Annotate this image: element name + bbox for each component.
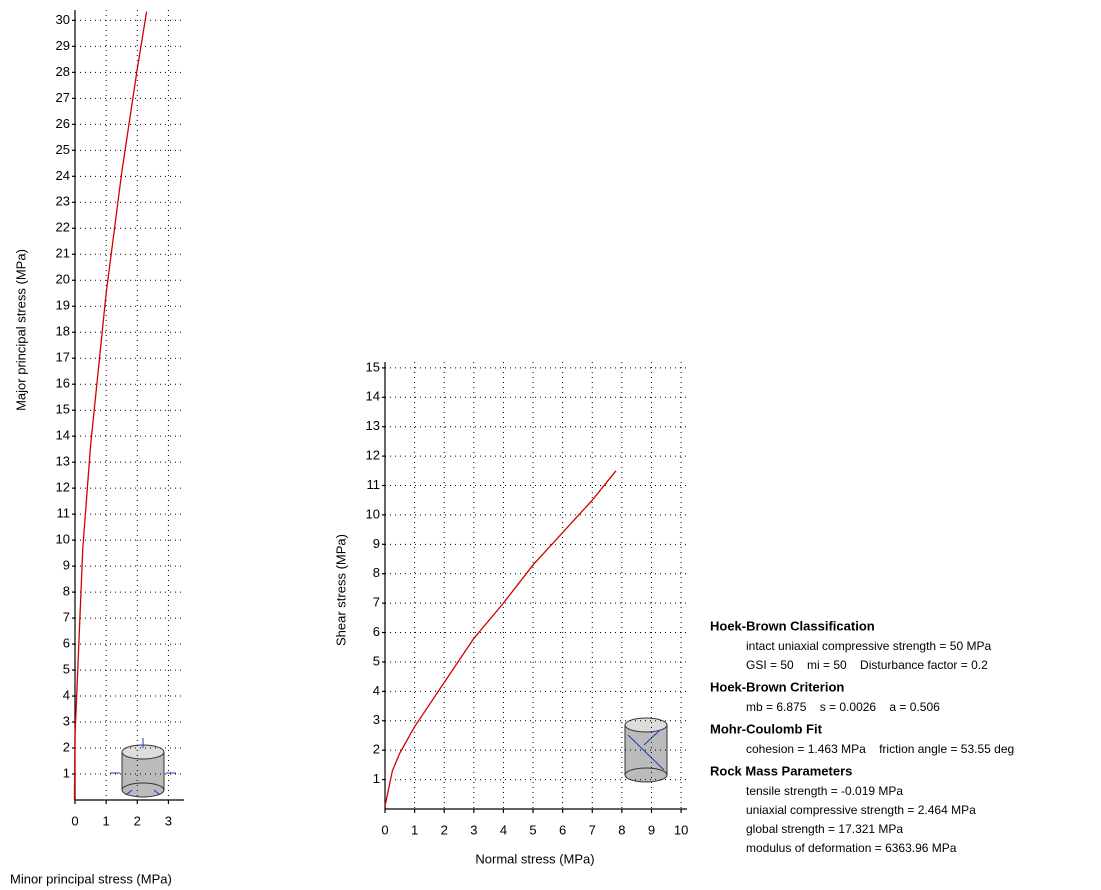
y-tick-label: 27 (56, 90, 70, 105)
y-tick-label: 4 (63, 687, 70, 702)
y-tick-label: 6 (63, 636, 70, 651)
page: 1234567891011121314151617181920212223242… (0, 0, 1101, 890)
y-tick-label: 8 (63, 584, 70, 599)
y-tick-label: 10 (366, 506, 380, 521)
section-line: tensile strength = -0.019 MPa (746, 784, 903, 798)
y-tick-label: 22 (56, 220, 70, 235)
y-tick-label: 15 (56, 402, 70, 417)
y-tick-label: 9 (373, 536, 380, 551)
y-tick-label: 5 (63, 662, 70, 677)
y-tick-label: 21 (56, 246, 70, 261)
x-tick-label: 6 (559, 822, 566, 837)
y-tick-label: 26 (56, 116, 70, 131)
y-tick-label: 18 (56, 324, 70, 339)
y-tick-label: 4 (373, 683, 380, 698)
y-tick-label: 19 (56, 298, 70, 313)
y-tick-label: 20 (56, 272, 70, 287)
y-tick-label: 13 (56, 454, 70, 469)
y-tick-label: 17 (56, 350, 70, 365)
y-tick-label: 13 (366, 418, 380, 433)
section-heading: Hoek-Brown Classification (710, 618, 875, 633)
section-line: GSI = 50 mi = 50 Disturbance factor = 0.… (746, 658, 988, 672)
y-tick-label: 14 (56, 428, 70, 443)
y-axis-label: Major principal stress (MPa) (13, 249, 28, 411)
x-tick-label: 2 (441, 822, 448, 837)
y-tick-label: 11 (57, 506, 71, 521)
y-tick-label: 11 (367, 477, 381, 492)
x-tick-label: 2 (134, 813, 141, 828)
x-axis-label: Minor principal stress (MPa) (10, 871, 172, 886)
curve (385, 471, 616, 806)
y-tick-label: 3 (63, 713, 70, 728)
section-line: cohesion = 1.463 MPa friction angle = 53… (746, 742, 1014, 756)
x-tick-label: 3 (165, 813, 172, 828)
y-tick-label: 2 (373, 742, 380, 757)
x-tick-label: 9 (648, 822, 655, 837)
y-tick-label: 24 (56, 168, 70, 183)
section-line: mb = 6.875 s = 0.0026 a = 0.506 (746, 700, 940, 714)
section-line: intact uniaxial compressive strength = 5… (746, 639, 991, 653)
y-tick-label: 16 (56, 376, 70, 391)
x-tick-label: 4 (500, 822, 507, 837)
y-tick-label: 3 (373, 712, 380, 727)
section-heading: Mohr-Coulomb Fit (710, 721, 823, 736)
y-tick-label: 10 (56, 532, 70, 547)
y-tick-label: 1 (373, 771, 380, 786)
x-tick-label: 8 (618, 822, 625, 837)
y-tick-label: 7 (373, 595, 380, 610)
section-line: modulus of deformation = 6363.96 MPa (746, 841, 957, 855)
y-tick-label: 29 (56, 38, 70, 53)
x-tick-label: 0 (71, 813, 78, 828)
y-tick-label: 9 (63, 558, 70, 573)
y-tick-label: 25 (56, 142, 70, 157)
y-tick-label: 28 (56, 64, 70, 79)
y-tick-label: 23 (56, 194, 70, 209)
section-line: uniaxial compressive strength = 2.464 MP… (746, 803, 976, 817)
x-tick-label: 5 (529, 822, 536, 837)
y-tick-label: 6 (373, 624, 380, 639)
curve (74, 12, 146, 800)
y-tick-label: 2 (63, 739, 70, 754)
y-tick-label: 1 (63, 765, 70, 780)
y-tick-label: 12 (56, 480, 70, 495)
triaxial-icon (110, 738, 176, 797)
y-tick-label: 5 (373, 653, 380, 668)
y-tick-label: 8 (373, 565, 380, 580)
y-tick-label: 14 (366, 389, 380, 404)
y-tick-label: 7 (63, 610, 70, 625)
y-tick-label: 15 (366, 359, 380, 374)
section-heading: Rock Mass Parameters (710, 763, 852, 778)
y-axis-label: Shear stress (MPa) (333, 534, 348, 646)
x-axis-label: Normal stress (MPa) (475, 851, 594, 866)
x-tick-label: 3 (470, 822, 477, 837)
x-tick-label: 10 (674, 822, 688, 837)
y-tick-label: 12 (366, 448, 380, 463)
x-tick-label: 1 (103, 813, 110, 828)
section-heading: Hoek-Brown Criterion (710, 679, 844, 694)
section-line: global strength = 17.321 MPa (746, 822, 903, 836)
y-tick-label: 30 (56, 12, 70, 27)
x-tick-label: 7 (589, 822, 596, 837)
x-tick-label: 1 (411, 822, 418, 837)
x-tick-label: 0 (381, 822, 388, 837)
